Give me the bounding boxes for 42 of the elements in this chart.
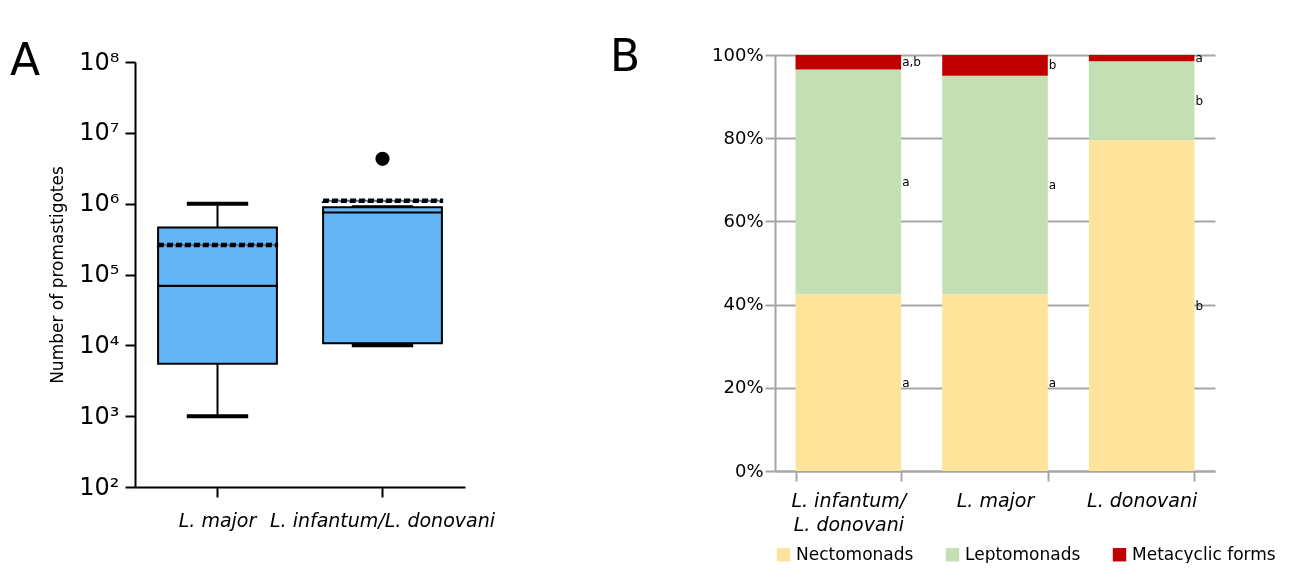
bar [795,69,902,295]
data-label: b [1195,298,1204,313]
y-tick-label: 0% [734,459,764,481]
y-tick-label: 10³ [79,401,120,430]
chart-title: A [10,34,41,85]
y-tick-label: 80% [723,126,764,148]
y-tick-label: 10² [79,472,120,501]
y-tick-label: 10⁷ [79,118,120,147]
y-tick-label: 100% [712,43,764,65]
bar [942,55,1048,76]
x-tick-label: L. infantum/L. donovani [270,508,496,531]
legend-label: Metacyclic forms [1132,543,1276,564]
bar [795,55,902,70]
y-axis-title: Number of promastigotes [47,166,68,384]
y-tick-label: 60% [723,209,764,231]
y-tick-label: 10⁴ [79,330,120,359]
y-tick-label: 40% [723,293,764,315]
x-tick-label: L. major [956,488,1036,511]
x-tick-label: L. major [178,508,258,531]
data-label: a [1048,178,1057,192]
data-label: a [1048,375,1057,390]
chart-title: B [610,30,641,81]
y-tick-label: 20% [723,376,764,398]
bar [1088,140,1195,471]
data-label: a [902,375,910,390]
bar [1088,61,1195,141]
data-label: a,b [902,55,921,70]
bar [942,294,1048,471]
bar [942,75,1048,295]
y-tick-label: 10⁵ [79,260,120,288]
data-label: b [1048,58,1057,73]
bar [1088,55,1195,62]
y-tick-label: 10⁶ [79,189,120,218]
x-tick-label: L. donovani [1087,488,1198,511]
legend-label: Leptomonads [965,543,1081,564]
data-label: a [902,174,910,189]
x-tick-label: L. infantum/L. donovani [791,488,909,535]
data-label: b [1195,93,1204,108]
y-tick-label: 10⁸ [79,47,120,76]
legend-label: Nectomonads [796,543,914,564]
data-label: a [1195,51,1203,66]
bar [795,294,902,471]
